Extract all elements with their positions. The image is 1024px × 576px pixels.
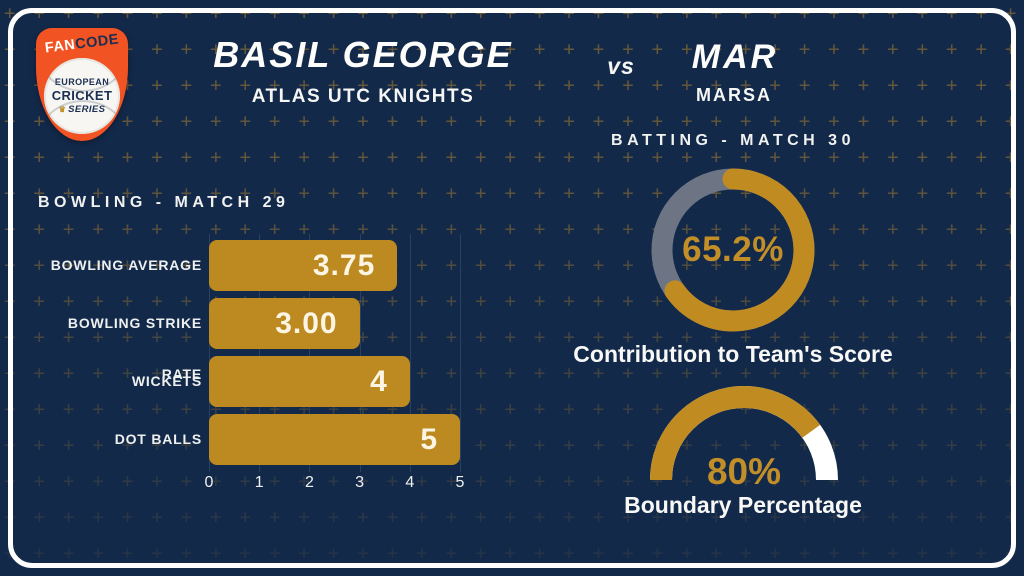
x-axis-tick-0: 0: [204, 474, 214, 491]
x-axis-tick-5: 5: [455, 474, 465, 491]
bar-label-bowling-average: BOWLING AVERAGE: [50, 257, 202, 273]
batting-section-title: BATTING - MATCH 30: [611, 132, 855, 149]
team-name-left: ATLAS UTC KNIGHTS: [251, 86, 475, 107]
fancode-logo: FANCODE EUROPEAN CRICKET ♛ SERIES: [36, 28, 128, 141]
x-axis-tick-3: 3: [355, 474, 365, 491]
contribution-label: Contribution to Team's Score: [573, 341, 893, 367]
versus-label: vs: [607, 53, 635, 79]
x-axis-tick-2: 2: [304, 474, 314, 491]
gridline-x-4: [409, 234, 411, 472]
boundary-gauge-chart: 80%: [649, 386, 839, 492]
bar-label-dot-balls: DOT BALLS: [114, 431, 202, 447]
gauge-svg: [650, 386, 838, 481]
contribution-percentage-value: 65.2%: [682, 230, 784, 269]
bar-value-dot-balls: 5: [420, 422, 438, 456]
bar-value-bowling-strike-rate: 3.00: [275, 306, 338, 340]
gridline-x-0: [209, 234, 210, 472]
gridline-x-5: [460, 234, 461, 472]
bar-label-bowling-strike-rate: BOWLING STRIKE RATE: [67, 315, 202, 382]
gridline-x-1: [259, 234, 261, 472]
ball-seam-top: [44, 58, 120, 92]
player-name-right: MAR: [691, 38, 779, 76]
cricket-ball-icon: EUROPEAN CRICKET ♛ SERIES: [44, 58, 120, 134]
gridline-x-2: [309, 234, 311, 472]
donut-ring-filled: [651, 168, 815, 332]
bar-wickets: 4: [209, 356, 410, 407]
team-name-right: MARSA: [696, 85, 772, 105]
bar-chart-x-axis: 0 1 2 3 4 5: [205, 474, 465, 494]
x-axis-tick-4: 4: [405, 474, 415, 491]
bar-bowling-strike-rate: 3.00: [209, 298, 360, 349]
bar-bowling-average: 3.75: [209, 240, 398, 291]
ball-seam-bottom: [44, 100, 120, 134]
bar-label-wickets: WICKETS: [131, 373, 202, 389]
boundary-percentage-value: 80%: [706, 451, 782, 492]
bowling-section-title: BOWLING - MATCH 29: [38, 194, 290, 211]
player-name-left: BASIL GEORGE: [213, 34, 513, 75]
bar-chart-plot-area: 3.75 3.00 4 5: [209, 234, 461, 472]
x-axis-tick-1: 1: [254, 474, 264, 491]
bar-chart-labels: BOWLING AVERAGE BOWLING STRIKE RATE WICKET…: [30, 240, 202, 466]
contribution-donut-chart: 65.2%: [651, 168, 815, 332]
bar-value-wickets: 4: [370, 364, 388, 398]
boundary-label: Boundary Percentage: [624, 492, 862, 518]
bar-value-bowling-average: 3.75: [312, 248, 376, 282]
logo-text-cricket: CRICKET: [51, 88, 113, 103]
bowling-bar-chart: BOWLING AVERAGE BOWLING STRIKE RATE WICKET…: [30, 234, 470, 500]
gauge-arc-filled: [650, 386, 838, 481]
donut-svg: [651, 168, 815, 332]
bar-dot-balls: 5: [209, 414, 460, 465]
gridline-x-3: [359, 234, 361, 472]
